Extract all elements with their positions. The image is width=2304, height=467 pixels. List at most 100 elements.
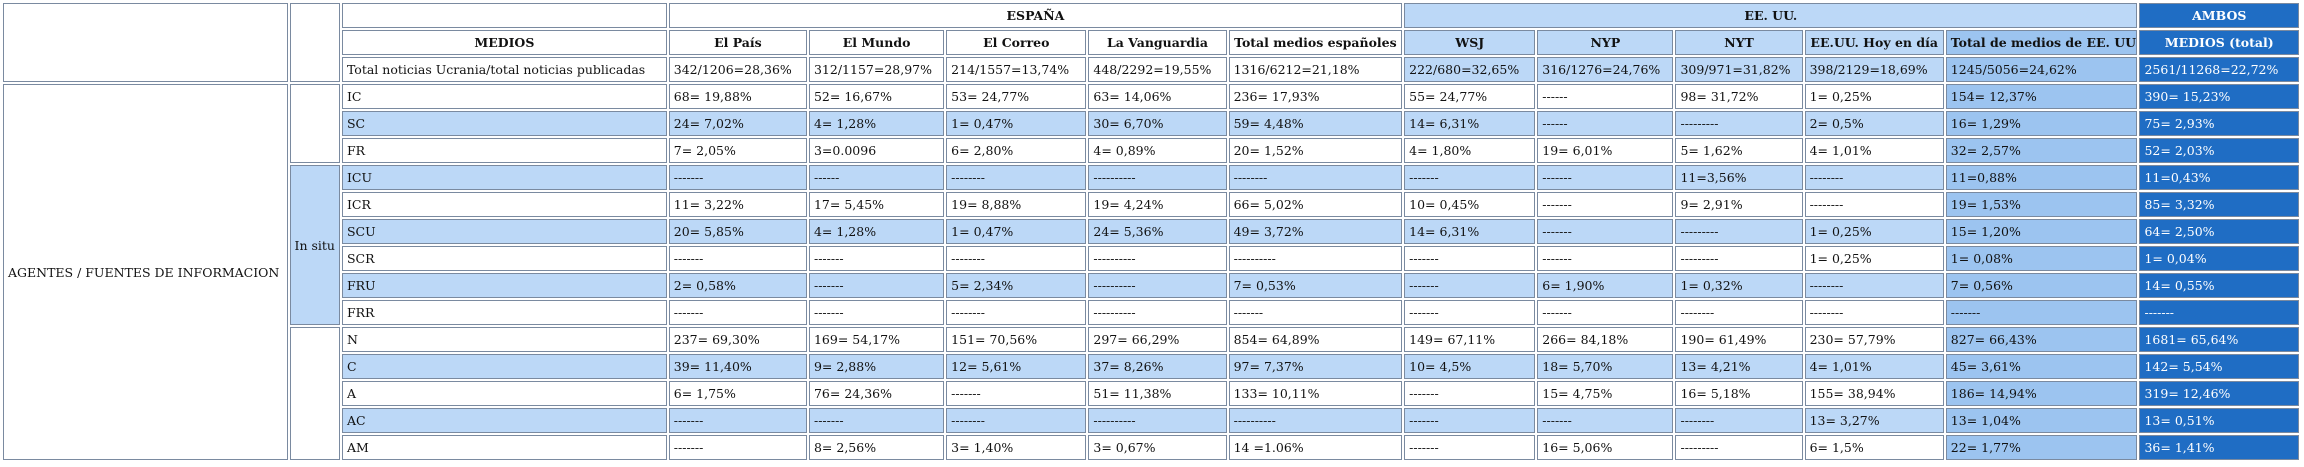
data-cell: 13= 4,21% — [1675, 354, 1803, 379]
table-row: ICR 11= 3,22% 17= 5,45% 19= 8,88% 19= 4,24% 6… — [3, 192, 2299, 217]
data-cell: 4= 0,89% — [1088, 138, 1227, 163]
data-cell: 133= 10,11% — [1228, 381, 1403, 406]
data-cell: 3=0.0096 — [808, 138, 945, 163]
row-label: ICU — [341, 165, 667, 190]
data-cell: 11=3,56% — [1675, 165, 1803, 190]
data-cell: ---------- — [1228, 246, 1403, 271]
data-cell: 319= 12,46% — [2139, 381, 2299, 406]
table-row: MEDIOS El País El Mundo El Correo La Vanguar… — [3, 30, 2299, 55]
data-cell: ------- — [1404, 435, 1536, 460]
data-cell: ------- — [1537, 219, 1674, 244]
data-cell: 30= 6,70% — [1088, 111, 1227, 136]
data-cell: ------- — [1945, 300, 2138, 325]
data-cell: ------- — [668, 408, 807, 433]
data-cell: 1= 0,25% — [1804, 84, 1944, 109]
data-cell: 1= 0,32% — [1675, 273, 1803, 298]
data-cell: 36= 1,41% — [2139, 435, 2299, 460]
data-cell: 854= 64,89% — [1228, 327, 1403, 352]
data-cell: 154= 12,37% — [1945, 84, 2138, 109]
table-row: SCR ------- ------- -------- ---------- -----… — [3, 246, 2299, 271]
data-cell: 5= 1,62% — [1675, 138, 1803, 163]
row-label: C — [341, 354, 667, 379]
data-cell: 76= 24,36% — [808, 381, 945, 406]
data-cell: -------- — [946, 408, 1087, 433]
group-header: EE. UU. — [1404, 3, 2138, 28]
data-cell: ------- — [946, 381, 1087, 406]
table-row: SCU 20= 5,85% 4= 1,28% 1= 0,47% 24= 5,36% 49=… — [3, 219, 2299, 244]
total-cell: 316/1276=24,76% — [1537, 57, 1674, 82]
data-cell: 52= 16,67% — [808, 84, 945, 109]
data-cell: 6= 2,80% — [946, 138, 1087, 163]
group-cell — [289, 84, 340, 163]
table-row: N 237= 69,30% 169= 54,17% 151= 70,56% 297= 6… — [3, 327, 2299, 460]
column-header: La Vanguardia — [1088, 30, 1227, 55]
data-cell: ------ — [808, 165, 945, 190]
data-cell: 16= 5,18% — [1675, 381, 1803, 406]
data-cell: ------- — [1404, 246, 1536, 271]
data-cell: 4= 1,28% — [808, 219, 945, 244]
data-cell: 12= 5,61% — [946, 354, 1087, 379]
data-cell: ------- — [1404, 408, 1536, 433]
corner-cell — [3, 3, 288, 82]
data-cell: 1= 0,25% — [1804, 246, 1944, 271]
data-cell: ------- — [808, 408, 945, 433]
data-cell: 237= 69,30% — [668, 327, 807, 352]
total-cell: 342/1206=28,36% — [668, 57, 807, 82]
data-cell: 97= 7,37% — [1228, 354, 1403, 379]
data-cell: ------ — [1537, 111, 1674, 136]
data-cell: -------- — [946, 165, 1087, 190]
total-cell: 448/2292=19,55% — [1088, 57, 1227, 82]
data-cell: ------- — [668, 165, 807, 190]
table-row: FR 7= 2,05% 3=0.0096 6= 2,80% 4= 0,89% 20= 1,… — [3, 138, 2299, 163]
row-label: FRU — [341, 273, 667, 298]
data-cell: 2= 0,58% — [668, 273, 807, 298]
data-cell: 11= 3,22% — [668, 192, 807, 217]
data-cell: -------- — [1804, 300, 1944, 325]
data-cell: 6= 1,5% — [1804, 435, 1944, 460]
row-label: Total noticias Ucrania/total noticias pu… — [341, 57, 667, 82]
data-cell: 9= 2,91% — [1675, 192, 1803, 217]
data-cell: 7= 2,05% — [668, 138, 807, 163]
data-cell: 3= 0,67% — [1088, 435, 1227, 460]
data-cell: -------- — [1804, 165, 1944, 190]
corner-cell — [289, 3, 340, 82]
table-row: Total noticias Ucrania/total noticias pu… — [3, 57, 2299, 82]
data-cell: ------- — [1404, 165, 1536, 190]
column-header: Total medios españoles — [1228, 30, 1403, 55]
table-row: AM ------- 8= 2,56% 3= 1,40% 3= 0,67% 14 =1.0… — [3, 435, 2299, 460]
data-cell: 266= 84,18% — [1537, 327, 1674, 352]
data-cell: --------- — [1675, 246, 1803, 271]
data-cell: ------- — [668, 246, 807, 271]
data-cell: 186= 14,94% — [1945, 381, 2138, 406]
data-cell: ------- — [1228, 300, 1403, 325]
data-cell: ------- — [1404, 300, 1536, 325]
data-cell: 24= 7,02% — [668, 111, 807, 136]
data-cell: 297= 66,29% — [1088, 327, 1227, 352]
data-cell: --------- — [1675, 111, 1803, 136]
total-cell: 398/2129=18,69% — [1804, 57, 1944, 82]
column-header: NYP — [1537, 30, 1674, 55]
table-row: C 39= 11,40% 9= 2,88% 12= 5,61% 37= 8,26% 97=… — [3, 354, 2299, 379]
row-label: IC — [341, 84, 667, 109]
data-cell: 14= 0,55% — [2139, 273, 2299, 298]
total-cell: 1316/6212=21,18% — [1228, 57, 1403, 82]
data-cell: 18= 5,70% — [1537, 354, 1674, 379]
data-cell: 4= 1,28% — [808, 111, 945, 136]
table-row: AC ------- ------- -------- ---------- ------… — [3, 408, 2299, 433]
data-cell: 3= 1,40% — [946, 435, 1087, 460]
data-cell: 59= 4,48% — [1228, 111, 1403, 136]
data-cell: 75= 2,93% — [2139, 111, 2299, 136]
data-cell: 390= 15,23% — [2139, 84, 2299, 109]
data-cell: 6= 1,90% — [1537, 273, 1674, 298]
column-header: Total de medios de EE. UU. — [1945, 30, 2138, 55]
data-cell: ---------- — [1228, 408, 1403, 433]
group-header: AMBOS — [2139, 3, 2299, 28]
side-label: AGENTES / FUENTES DE INFORMACION — [3, 84, 288, 460]
table-body: ESPAÑA EE. UU. AMBOS MEDIOS El País El Mundo E… — [3, 3, 2299, 460]
table-row: FRR ------- ------- -------- ---------- -----… — [3, 300, 2299, 325]
table-row: AGENTES / FUENTES DE INFORMACION IC 68= 19… — [3, 84, 2299, 460]
data-cell: ---------- — [1088, 165, 1227, 190]
data-cell: 14 =1.06% — [1228, 435, 1403, 460]
data-cell: ---------- — [1088, 246, 1227, 271]
